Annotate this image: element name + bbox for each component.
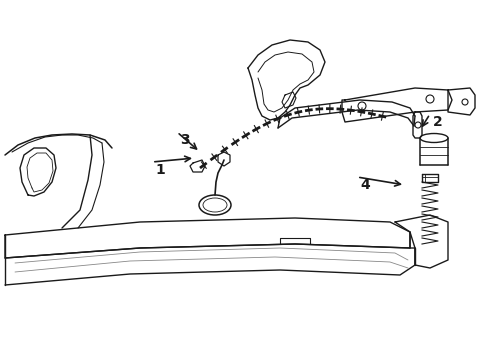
Text: 4: 4 xyxy=(360,178,370,192)
Text: 3: 3 xyxy=(180,133,190,147)
Text: 2: 2 xyxy=(433,115,443,129)
Text: 1: 1 xyxy=(155,163,165,177)
